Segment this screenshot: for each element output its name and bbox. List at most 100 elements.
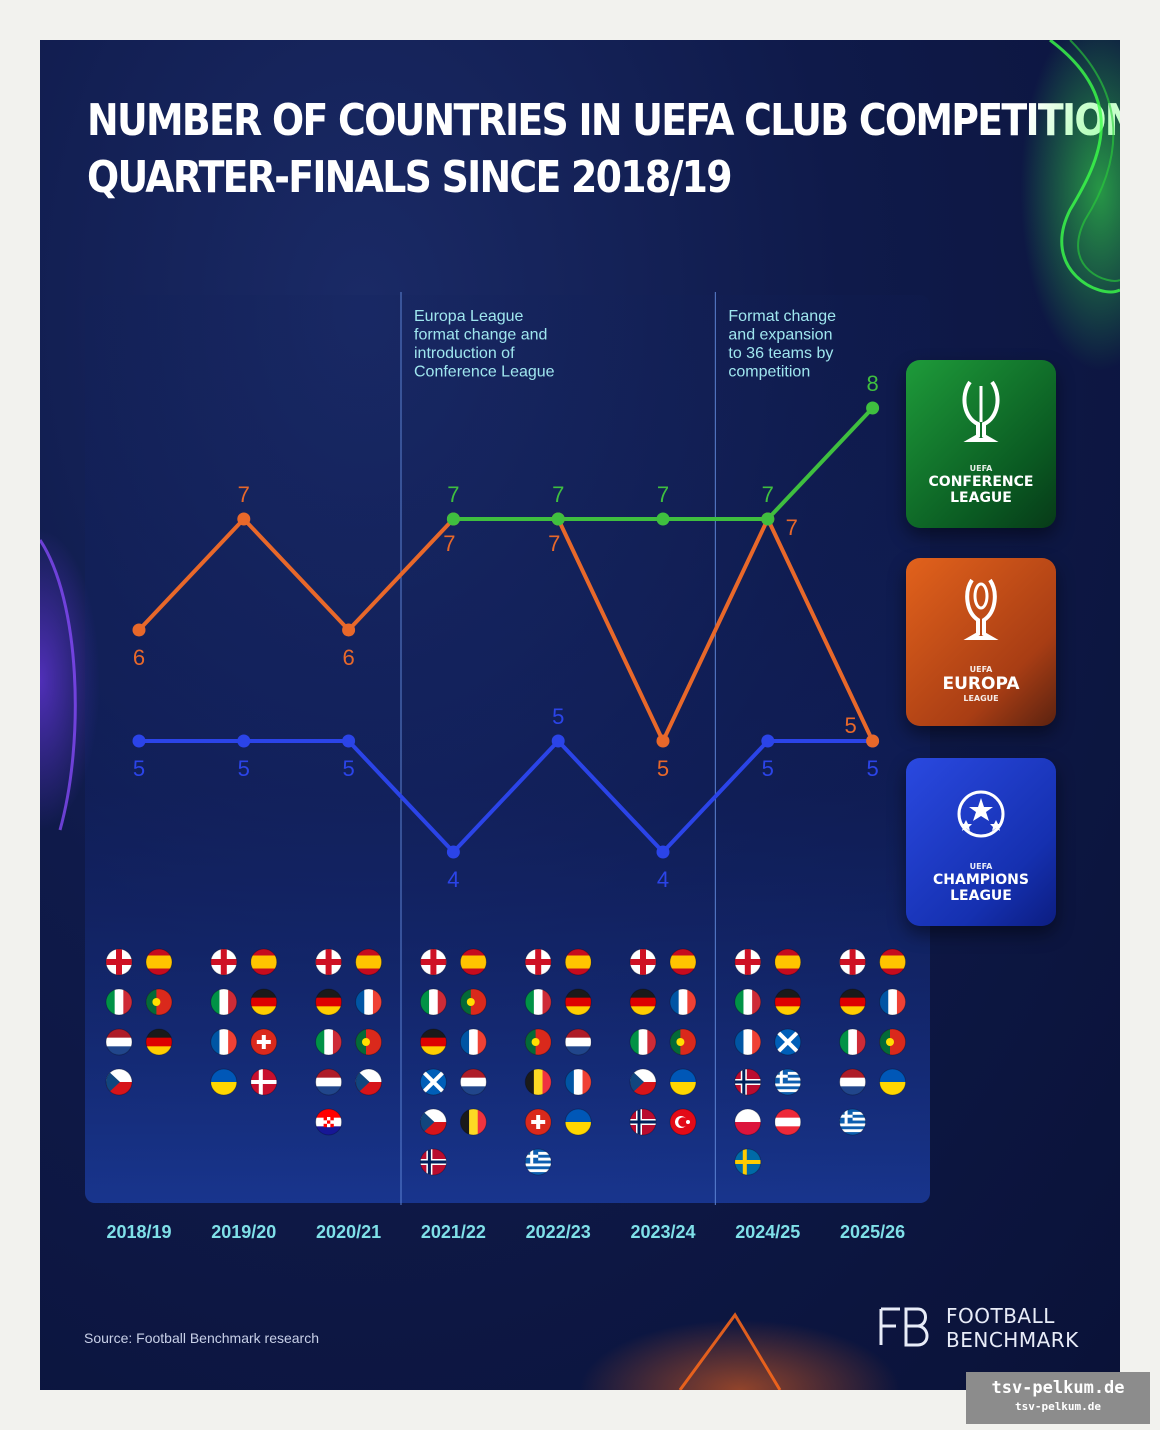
x-tick-label: 2024/25 xyxy=(735,1222,800,1242)
data-label-europa-league: 6 xyxy=(133,645,145,670)
annotation-line: and expansion xyxy=(728,327,832,344)
starball-icon xyxy=(957,790,1005,838)
flag-italy-icon xyxy=(839,1028,867,1056)
conference-badge-league: LEAGUE xyxy=(950,490,1012,506)
data-label-europa-league: 7 xyxy=(443,531,455,556)
flag-england-icon xyxy=(105,948,133,976)
orange-star-decoration xyxy=(678,1312,782,1390)
flag-netherlands-icon xyxy=(839,1068,867,1096)
flag-czechia-icon xyxy=(419,1108,447,1136)
flag-portugal-icon xyxy=(355,1028,383,1056)
series-line-champions-league xyxy=(139,739,873,854)
data-label-champions-league: 5 xyxy=(762,756,774,781)
x-tick-label: 2025/26 xyxy=(840,1222,905,1242)
champions-badge-name: CHAMPIONS xyxy=(933,872,1029,888)
flag-greece-icon xyxy=(839,1108,867,1136)
data-label-champions-league: 5 xyxy=(866,756,878,781)
flag-switzerland-icon xyxy=(524,1108,552,1136)
flag-france-icon xyxy=(210,1028,238,1056)
annotation-line: introduction of xyxy=(414,345,515,362)
flag-england-icon xyxy=(210,948,238,976)
europa-trophy-icon xyxy=(963,578,999,640)
data-point-conference-league xyxy=(446,512,460,526)
data-label-champions-league: 4 xyxy=(657,867,669,892)
flag-switzerland-icon xyxy=(250,1028,278,1056)
flag-spain-icon xyxy=(145,948,173,976)
flag-ukraine-icon xyxy=(210,1068,238,1096)
flag-italy-icon xyxy=(524,988,552,1016)
data-label-europa-league: 7 xyxy=(238,482,250,507)
champions-league-badge: UEFA CHAMPIONS LEAGUE xyxy=(906,758,1056,926)
flag-italy-icon xyxy=(419,988,447,1016)
data-point-europa-league xyxy=(656,734,670,748)
x-tick-label: 2019/20 xyxy=(211,1222,276,1242)
flag-germany-icon xyxy=(839,988,867,1016)
data-point-champions-league xyxy=(551,734,565,748)
flag-france-icon xyxy=(564,1068,592,1096)
flag-germany-icon xyxy=(250,988,278,1016)
data-label-champions-league: 5 xyxy=(238,756,250,781)
flag-france-icon xyxy=(734,1028,762,1056)
flag-england-icon xyxy=(839,948,867,976)
annotation-line: Conference League xyxy=(414,364,555,381)
data-label-europa-league: 5 xyxy=(844,713,856,738)
chart-panel xyxy=(85,295,930,1203)
x-tick-label: 2020/21 xyxy=(316,1222,381,1242)
flag-spain-icon xyxy=(669,948,697,976)
flag-sweden-icon xyxy=(734,1148,762,1176)
flag-denmark-icon xyxy=(250,1068,278,1096)
champions-badge-league: LEAGUE xyxy=(950,888,1012,904)
flag-spain-icon xyxy=(774,948,802,976)
europa-badge-league: LEAGUE xyxy=(963,694,999,703)
format-change-dividers xyxy=(400,292,717,1205)
data-point-champions-league xyxy=(342,734,356,748)
flag-czechia-icon xyxy=(355,1068,383,1096)
flag-france-icon xyxy=(879,988,907,1016)
flag-netherlands-icon xyxy=(459,1068,487,1096)
flag-turkey-icon xyxy=(669,1108,697,1136)
annotation-line: format change and xyxy=(414,327,547,344)
series-points xyxy=(132,401,880,859)
data-point-conference-league xyxy=(656,512,670,526)
conference-badge-name: CONFERENCE xyxy=(928,474,1034,490)
flag-austria-icon xyxy=(774,1108,802,1136)
fb-wordmark-line-1: FOOTBALL xyxy=(946,1304,1055,1328)
data-label-conference-league: 7 xyxy=(657,482,669,507)
flag-england-icon xyxy=(629,948,657,976)
flag-scotland-icon xyxy=(774,1028,802,1056)
flag-spain-icon xyxy=(879,948,907,976)
flag-germany-icon xyxy=(774,988,802,1016)
purple-glow-decoration xyxy=(40,530,100,830)
flag-scotland-icon xyxy=(419,1068,447,1096)
conference-trophy-icon xyxy=(962,380,1000,442)
flag-norway-icon xyxy=(629,1108,657,1136)
annotation-text: Europa League format change and introducti… xyxy=(414,308,555,381)
site-watermark: tsv-pelkum.de tsv-pelkum.de xyxy=(966,1372,1150,1424)
green-swirl-decoration-2 xyxy=(1069,40,1120,282)
flag-norway-icon xyxy=(734,1068,762,1096)
conference-league-badge: UEFA CONFERENCE LEAGUE xyxy=(906,360,1056,528)
flag-spain-icon xyxy=(355,948,383,976)
conference-badge-uefa: UEFA xyxy=(969,464,993,473)
flag-germany-icon xyxy=(629,988,657,1016)
line-chart: Europa League format change and introducti… xyxy=(40,40,1120,1390)
flag-czechia-icon xyxy=(105,1068,133,1096)
flag-croatia-icon xyxy=(315,1108,343,1136)
data-label-champions-league: 5 xyxy=(342,756,354,781)
flag-netherlands-icon xyxy=(105,1028,133,1056)
flag-italy-icon xyxy=(105,988,133,1016)
watermark-line-1: tsv-pelkum.de xyxy=(991,1378,1125,1398)
x-tick-label: 2022/23 xyxy=(526,1222,591,1242)
data-label-champions-league: 5 xyxy=(133,756,145,781)
flag-greece-icon xyxy=(774,1068,802,1096)
flag-germany-icon xyxy=(419,1028,447,1056)
flag-france-icon xyxy=(355,988,383,1016)
flag-norway-icon xyxy=(419,1148,447,1176)
flag-italy-icon xyxy=(315,1028,343,1056)
x-tick-label: 2023/24 xyxy=(630,1222,695,1242)
watermark-line-2: tsv-pelkum.de xyxy=(1014,1400,1102,1413)
data-point-europa-league xyxy=(342,623,356,637)
annotation-line: to 36 teams by xyxy=(728,345,833,362)
flag-germany-icon xyxy=(315,988,343,1016)
flag-poland-icon xyxy=(734,1108,762,1136)
